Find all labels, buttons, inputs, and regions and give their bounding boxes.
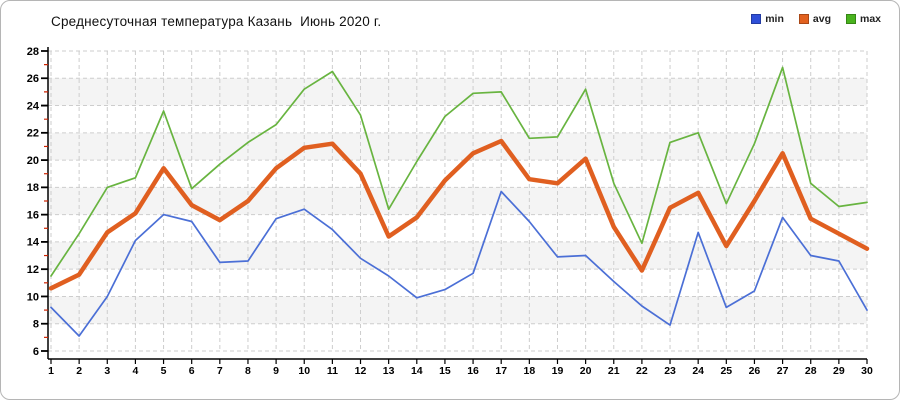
plot-band [48, 187, 867, 215]
x-tick-label: 16 [467, 365, 479, 377]
plot-band [48, 132, 867, 161]
plot-bands [48, 78, 867, 324]
x-tick-label: 9 [273, 365, 279, 377]
x-tick-label: 17 [495, 365, 507, 377]
x-tick-label: 12 [355, 365, 367, 377]
y-tick-label: 16 [27, 209, 39, 221]
max-series-swatch-icon [845, 14, 856, 24]
x-tick-label: 15 [439, 365, 451, 377]
y-tick-label: 24 [27, 100, 40, 112]
y-tick-label: 14 [27, 237, 40, 249]
x-tick-label: 24 [692, 365, 704, 377]
x-tick-label: 5 [161, 365, 167, 377]
x-tick-label: 19 [552, 365, 564, 377]
axes [47, 47, 867, 360]
x-tick-label: 18 [524, 365, 536, 377]
x-tick-label: 11 [327, 365, 338, 377]
chart-title: Среднесуточная температура Казань Июнь 2… [51, 14, 382, 29]
gridlines [48, 50, 868, 352]
x-tick-label: 26 [749, 365, 761, 377]
x-tick-label: 23 [664, 365, 676, 377]
x-tick-label: 30 [861, 365, 873, 377]
y-tick-label: 20 [27, 155, 39, 167]
legend-item-avg: avg [798, 13, 831, 25]
y-tick-label: 12 [27, 264, 39, 276]
min-series-swatch-icon [751, 14, 762, 24]
x-tick-label: 3 [104, 365, 110, 377]
series-min-line [50, 190, 868, 337]
legend-label-avg: avg [812, 13, 831, 25]
plot-band [48, 78, 867, 106]
x-tick-label: 8 [245, 365, 251, 377]
avg-series-swatch-icon [798, 14, 809, 24]
x-tick-label: 20 [580, 365, 592, 377]
series-max-line [50, 66, 868, 277]
legend: min avg max [751, 13, 881, 25]
y-tick-label: 10 [27, 291, 39, 303]
y-tick-label: 18 [27, 182, 39, 194]
legend-label-max: max [859, 13, 881, 25]
y-tick-label: 6 [33, 346, 39, 358]
x-tick-label: 22 [636, 365, 648, 377]
x-tick-label: 7 [217, 365, 223, 377]
x-tick-label: 14 [411, 365, 423, 377]
series-avg-line [48, 138, 870, 291]
plot-band [48, 296, 867, 324]
x-tick-label: 25 [720, 365, 732, 377]
x-tick-label: 4 [132, 365, 138, 377]
y-tick-label: 8 [33, 319, 39, 331]
x-tick-label: 21 [608, 365, 620, 377]
legend-item-min: min [751, 13, 784, 25]
x-tick-label: 6 [189, 365, 195, 377]
y-tick-label: 22 [27, 128, 39, 140]
x-tick-label: 2 [76, 365, 82, 377]
x-ticks: 1 2 3 4 5 6 7 8 9 10 11 12 13 14 15 16 17 18 19 20 21 22 23 24 2… [48, 359, 873, 377]
plot-band [48, 241, 867, 270]
y-tick-label: 28 [27, 46, 39, 58]
x-tick-label: 1 [48, 365, 54, 377]
legend-label-min: min [765, 13, 784, 25]
legend-item-max: max [845, 13, 881, 25]
y-tick-label: 26 [27, 73, 39, 85]
x-tick-label: 29 [833, 365, 845, 377]
x-tick-label: 28 [805, 365, 817, 377]
y-ticks: 6 8 10 12 14 16 18 20 22 24 26 28 [27, 46, 48, 358]
x-tick-label: 27 [777, 365, 789, 377]
x-tick-label: 10 [298, 365, 310, 377]
x-tick-label: 13 [383, 365, 395, 377]
